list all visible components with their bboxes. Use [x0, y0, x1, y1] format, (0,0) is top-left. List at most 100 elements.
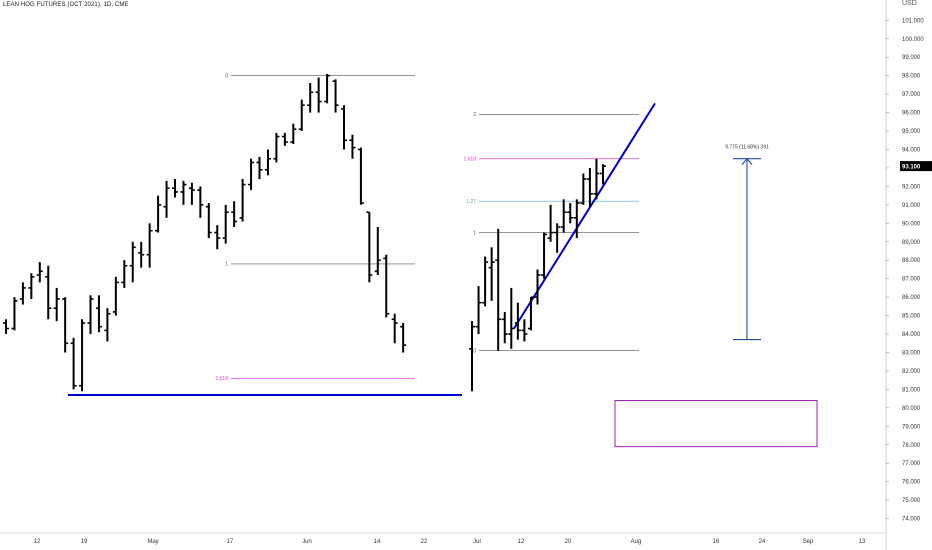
y-tick-label: 94.000 [902, 147, 921, 153]
y-tick-label: 92.000 [902, 184, 921, 190]
x-tick-label: 20 [565, 539, 572, 545]
ohlc-bar [264, 149, 271, 176]
ohlc-bar [3, 319, 9, 335]
fib-level-label: 1.27 [466, 199, 476, 205]
ohlc-bar [315, 77, 322, 113]
y-tick-label: 87.000 [902, 277, 921, 283]
ohlc-bar [62, 297, 69, 353]
ohlc-bar [28, 273, 35, 299]
currency-label[interactable]: USD [902, 0, 917, 7]
y-tick-label: 90.000 [902, 221, 921, 227]
y-tick-label: 78.000 [902, 443, 921, 449]
x-tick-label: Sep [803, 539, 814, 545]
ohlc-bar [349, 134, 356, 159]
ohlc-bar [146, 223, 153, 268]
ohlc-bar [214, 225, 221, 250]
ohlc-bar [87, 295, 94, 335]
fib-level-label: 0 [225, 73, 228, 79]
ohlc-bar [521, 319, 528, 342]
ohlc-bar [290, 123, 297, 144]
ohlc-bar [281, 132, 288, 146]
ohlc-bar [573, 199, 580, 239]
chart-title: LEAN HOG FUTURES (OCT 2021), 1D, CME [3, 2, 129, 8]
ohlc-bar [391, 313, 398, 344]
ohlc-bar [600, 164, 606, 185]
trendline [513, 102, 656, 330]
x-tick-label: 13 [859, 539, 866, 545]
ohlc-bar [332, 79, 339, 113]
ohlc-bar [197, 186, 204, 218]
ohlc-bar [298, 99, 305, 132]
fib-level-label: 1 [225, 262, 228, 268]
y-tick-label: 82.000 [902, 369, 921, 375]
y-tick-label: 79.000 [902, 424, 921, 430]
ohlc-bar [495, 228, 502, 351]
ohlc-bar [180, 180, 187, 205]
ohlc-bar [580, 173, 587, 205]
fib-level-label: 2 [473, 112, 476, 118]
ohlc-bar [482, 256, 489, 307]
ohlc-bar [11, 297, 18, 331]
ohlc-bar [488, 247, 495, 301]
measure-arrowhead [741, 157, 753, 166]
ohlc-bar [138, 241, 145, 268]
y-tick-label: 80.000 [902, 406, 921, 412]
y-tick-label: 75.000 [902, 498, 921, 504]
x-tick-label: 16 [713, 539, 720, 545]
y-tick-label: 81.000 [902, 387, 921, 393]
ohlc-bar [307, 83, 314, 113]
y-tick-label: 101.000 [902, 18, 924, 24]
ohlc-bar [172, 179, 178, 198]
ohlc-bar [36, 262, 43, 283]
y-tick-label: 95.000 [902, 129, 921, 135]
ohlc-bar [501, 311, 508, 344]
fib-level-label: 1 [473, 230, 476, 236]
ohlc-bar [567, 203, 574, 224]
ohlc-bar [104, 308, 111, 342]
ohlc-bar [95, 295, 102, 333]
y-tick-label: 98.000 [902, 74, 921, 80]
ohlc-bar [163, 180, 170, 218]
x-tick-label: 19 [81, 539, 88, 545]
ohlc-bar [547, 204, 554, 242]
ohlc-bar [514, 302, 521, 340]
ohlc-bar [188, 182, 195, 205]
ohlc-bar [129, 241, 136, 283]
y-tick-label: 97.000 [902, 92, 921, 98]
ohlc-bar [400, 322, 407, 353]
ohlc-bar [554, 223, 561, 253]
x-tick-label: 22 [421, 539, 428, 545]
ohlc-bar [79, 319, 86, 392]
y-tick-label: 84.000 [902, 332, 921, 338]
ohlc-bar [19, 282, 26, 305]
x-tick-label: 14 [374, 539, 381, 545]
x-tick-label: Aug [631, 539, 642, 545]
y-tick-label: 91.000 [902, 203, 921, 209]
ohlc-bar [231, 201, 238, 228]
ohlc-bar [256, 156, 263, 180]
y-tick-label: 77.000 [902, 461, 921, 467]
ohlc-bar [70, 337, 77, 390]
ohlc-bar [560, 199, 567, 233]
ohlc-bar [112, 276, 119, 316]
ohlc-bar [273, 132, 280, 163]
x-tick-label: May [147, 539, 158, 545]
y-tick-label: 86.000 [902, 295, 921, 301]
y-tick-label: 96.000 [902, 111, 921, 117]
fib-level-label: 1.618 [463, 157, 476, 163]
ohlc-bar [357, 147, 364, 205]
ohlc-bar [508, 287, 515, 349]
ohlc-bar [155, 195, 162, 233]
ohlc-bars [3, 73, 606, 392]
ohlc-bar [593, 158, 600, 200]
ohlc-bar [239, 179, 246, 222]
drawing-labels: 0 1 1.618 2 1.618 1.27 1 0 9.775 (11.68%) 391 [215, 73, 769, 382]
ohlc-bar [341, 105, 347, 150]
y-tick-label: 76.000 [902, 480, 921, 486]
ohlc-bar [366, 211, 373, 283]
x-tick-label: 24 [759, 539, 766, 545]
ohlc-bar [383, 254, 390, 318]
x-tick-label: 17 [227, 539, 234, 545]
fib-level-label: 0 [473, 348, 476, 354]
